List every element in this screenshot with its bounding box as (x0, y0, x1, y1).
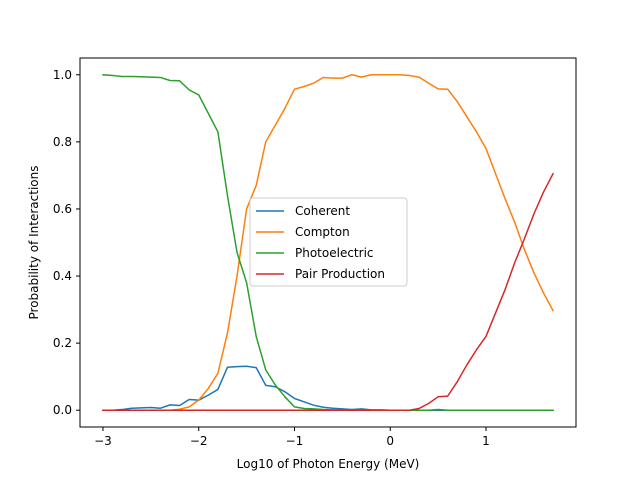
series-line-compton (102, 74, 555, 411)
legend: Coherent Compton Photoelectric Pair Product… (249, 197, 408, 287)
y-tick-label: 0.4 (53, 269, 72, 283)
y-tick-label: 0.0 (53, 403, 72, 417)
legend-box (249, 197, 408, 287)
legend-label: Photoelectric (295, 246, 374, 260)
x-tick-label: −1 (286, 434, 304, 448)
legend-label: Compton (295, 225, 350, 239)
legend-label: Coherent (295, 204, 350, 218)
x-tick-label: 0 (386, 434, 394, 448)
legend-label: Pair Production (295, 267, 385, 281)
y-axis-ticks: 0.0 0.2 0.4 0.6 0.8 1.0 (53, 68, 80, 417)
y-tick-label: 0.6 (53, 202, 72, 216)
series-line-pair-production (102, 172, 555, 411)
axes-frame (79, 57, 577, 428)
y-tick-label: 1.0 (53, 68, 72, 82)
x-tick-label: −3 (94, 434, 112, 448)
x-axis-ticks: −3 −2 −1 0 1 (94, 427, 490, 448)
y-tick-label: 0.2 (53, 336, 72, 350)
y-axis-label: Probability of Interactions (27, 166, 41, 320)
x-axis-label: Log10 of Photon Energy (MeV) (237, 457, 420, 471)
x-tick-label: −2 (190, 434, 208, 448)
y-tick-label: 0.8 (53, 135, 72, 149)
series-layer (102, 73, 555, 411)
x-tick-label: 1 (482, 434, 490, 448)
